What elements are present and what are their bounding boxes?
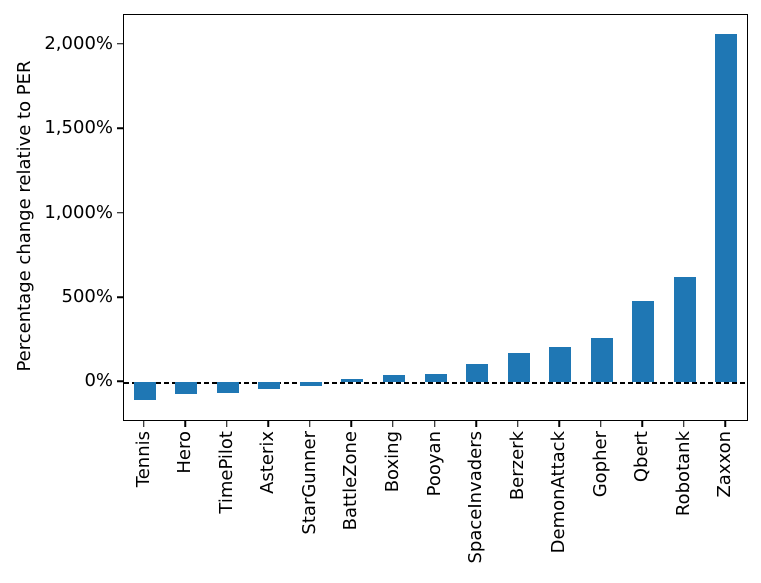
y-tick-mark — [117, 380, 123, 383]
x-tick-mark — [392, 420, 394, 427]
bar-battlezone — [341, 379, 364, 383]
zero-baseline-dashed-line — [124, 382, 747, 384]
x-tick-label-pooyan: Pooyan — [423, 431, 445, 497]
bar-asterix — [258, 382, 281, 389]
y-tick-mark — [117, 211, 123, 214]
y-tick-label: 1,500% — [44, 117, 113, 139]
bar-boxing — [382, 374, 405, 383]
bar-qbert — [632, 301, 655, 383]
bar-zaxxon — [715, 34, 738, 383]
y-tick-mark — [117, 127, 123, 129]
x-tick-mark — [475, 420, 477, 427]
y-tick-label: 0% — [84, 370, 113, 392]
bar-timepilot — [216, 382, 239, 393]
x-tick-mark — [143, 420, 145, 427]
x-tick-label-spaceinvaders: SpaceInvaders — [465, 431, 487, 564]
x-tick-mark — [599, 420, 602, 427]
bar-pooyan — [424, 374, 447, 383]
x-tick-label-qbert: Qbert — [631, 431, 653, 483]
y-tick-label: 500% — [61, 286, 113, 307]
x-tick-label-gopher: Gopher — [589, 431, 611, 498]
y-tick-mark — [117, 296, 123, 298]
x-tick-mark — [724, 420, 726, 427]
x-tick-mark — [433, 420, 436, 427]
x-tick-mark — [558, 420, 560, 427]
x-tick-label-demonattack: DemonAttack — [548, 431, 570, 554]
bar-robotank — [673, 277, 696, 383]
x-tick-label-boxing: Boxing — [381, 431, 403, 493]
x-tick-mark — [641, 420, 643, 427]
bar-stargunner — [299, 382, 322, 386]
x-tick-mark — [350, 420, 353, 427]
x-tick-mark — [267, 420, 270, 427]
bar-hero — [175, 382, 198, 394]
x-tick-label-zaxxon: Zaxxon — [714, 431, 736, 498]
x-tick-label-berzerk: Berzerk — [506, 431, 528, 501]
plot-area — [123, 14, 748, 421]
x-tick-label-robotank: Robotank — [672, 431, 694, 517]
x-tick-label-stargunner: StarGunner — [298, 431, 320, 535]
x-tick-mark — [516, 420, 519, 427]
bar-demonattack — [549, 347, 572, 383]
y-tick-label: 2,000% — [44, 32, 113, 54]
x-tick-label-asterix: Asterix — [257, 431, 279, 494]
x-tick-label-battlezone: BattleZone — [340, 431, 362, 531]
x-tick-label-timepilot: TimePilot — [215, 431, 237, 514]
bar-gopher — [590, 338, 613, 383]
x-tick-mark — [226, 420, 228, 427]
bar-berzerk — [507, 353, 530, 383]
y-tick-mark — [117, 42, 123, 45]
x-tick-mark — [184, 420, 187, 427]
x-tick-label-hero: Hero — [174, 431, 196, 474]
bar-spaceinvaders — [466, 364, 489, 383]
x-tick-label-tennis: Tennis — [132, 431, 154, 488]
bar-tennis — [133, 382, 156, 401]
x-tick-mark — [682, 420, 685, 427]
x-tick-mark — [309, 420, 311, 427]
y-tick-label: 1,000% — [44, 201, 113, 223]
